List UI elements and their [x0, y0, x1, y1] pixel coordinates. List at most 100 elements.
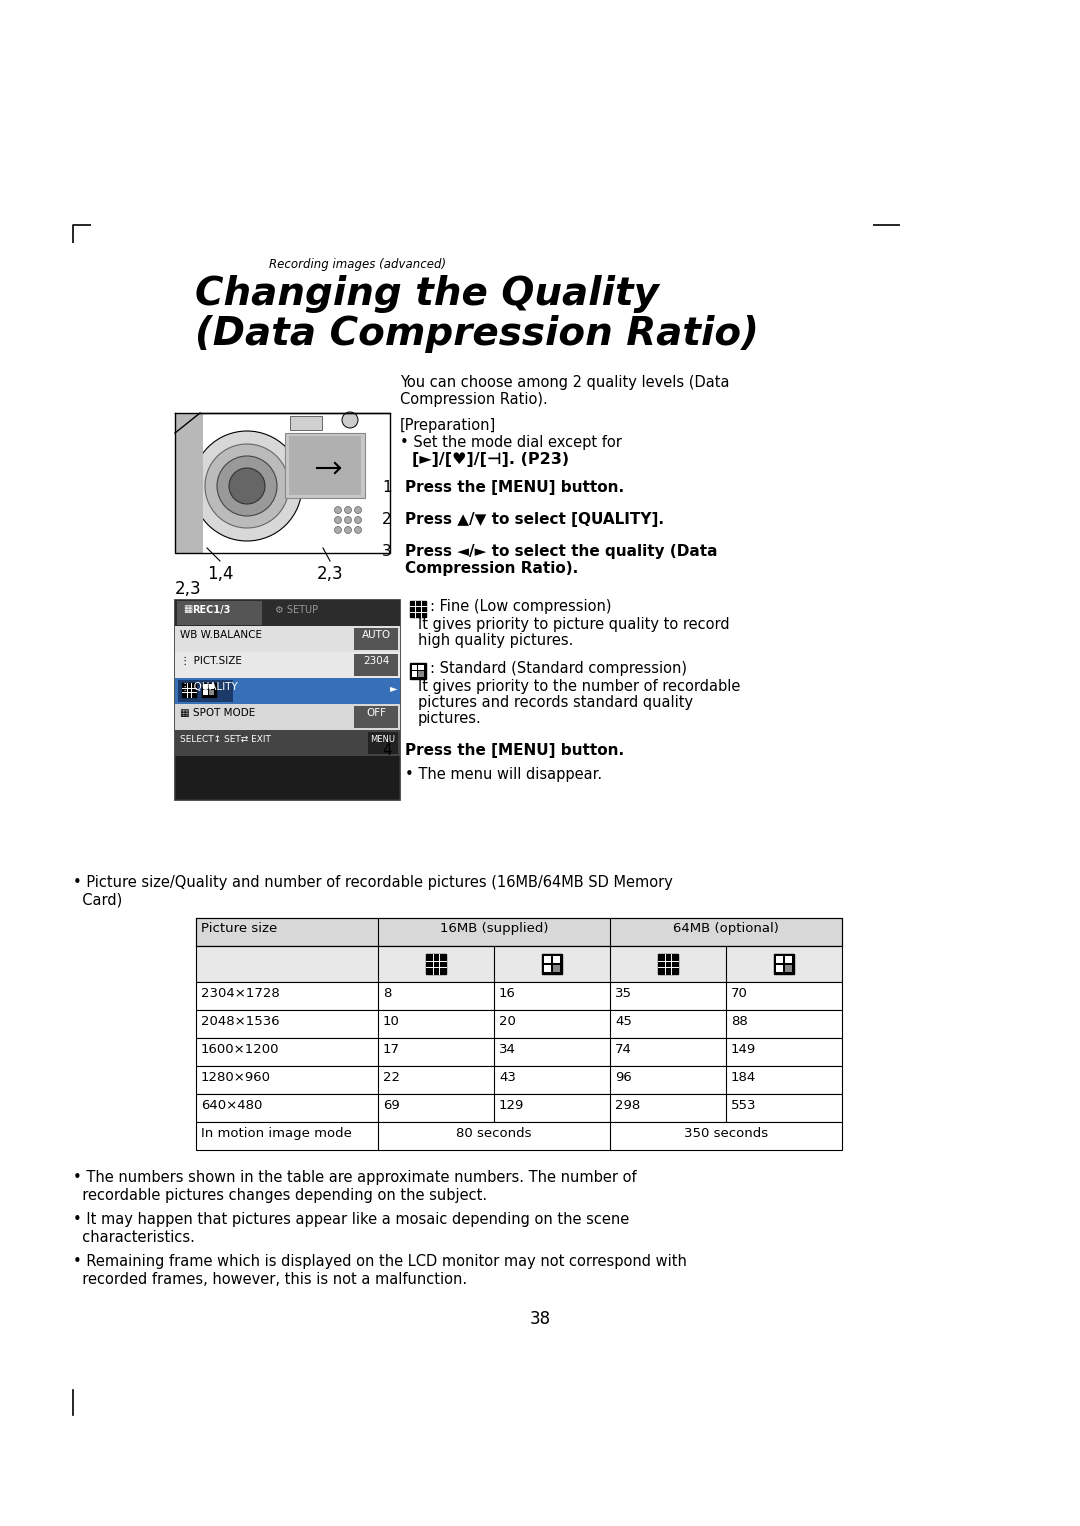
Bar — [411, 665, 417, 670]
Bar — [210, 690, 214, 696]
Text: ⋮ QUALITY: ⋮ QUALITY — [180, 682, 238, 691]
Bar — [178, 681, 233, 702]
Circle shape — [354, 526, 362, 534]
Text: 64MB (optional): 64MB (optional) — [673, 922, 779, 935]
Text: SELECT↕ SET⇄ EXIT: SELECT↕ SET⇄ EXIT — [180, 736, 271, 745]
Text: Press ◄/► to select the quality (Data: Press ◄/► to select the quality (Data — [405, 543, 717, 559]
Circle shape — [354, 516, 362, 523]
Text: ⋮ PICT.SIZE: ⋮ PICT.SIZE — [180, 656, 242, 665]
Bar — [774, 954, 794, 974]
Text: pictures.: pictures. — [418, 711, 482, 726]
Text: 2048×1536: 2048×1536 — [201, 1015, 280, 1029]
Bar — [777, 964, 783, 972]
Text: Changing the Quality: Changing the Quality — [195, 275, 659, 313]
Bar — [418, 665, 424, 670]
Circle shape — [229, 468, 265, 504]
Text: 129: 129 — [499, 1099, 525, 1112]
Text: 3: 3 — [382, 543, 392, 559]
Text: • Set the mode dial except for: • Set the mode dial except for — [400, 435, 622, 450]
Text: 88: 88 — [731, 1015, 747, 1029]
Text: Press the [MENU] button.: Press the [MENU] button. — [405, 481, 624, 494]
Circle shape — [354, 507, 362, 514]
Text: [Preparation]: [Preparation] — [400, 418, 496, 433]
Text: 2,3: 2,3 — [316, 565, 343, 583]
Text: 17: 17 — [383, 1042, 400, 1056]
Text: • Picture size/Quality and number of recordable pictures (16MB/64MB SD Memory
  : • Picture size/Quality and number of rec… — [73, 874, 673, 908]
Text: 38: 38 — [529, 1309, 551, 1328]
Bar — [410, 662, 426, 679]
Circle shape — [192, 430, 302, 542]
Bar — [195, 1010, 842, 1038]
Text: ►: ► — [390, 684, 397, 693]
Bar — [175, 600, 400, 800]
Text: Recording images (advanced): Recording images (advanced) — [269, 258, 446, 272]
Text: 10: 10 — [383, 1015, 400, 1029]
Text: Press ▲/▼ to select [QUALITY].: Press ▲/▼ to select [QUALITY]. — [405, 513, 664, 526]
Text: 4: 4 — [382, 743, 392, 758]
Text: 20: 20 — [499, 1015, 516, 1029]
Text: [►]/[♥]/[⊣]. (P23): [►]/[♥]/[⊣]. (P23) — [411, 452, 569, 467]
Bar — [418, 671, 424, 678]
Bar — [175, 600, 400, 626]
Circle shape — [205, 444, 289, 528]
Text: 2304×1728: 2304×1728 — [201, 987, 280, 1000]
Bar — [354, 629, 399, 650]
Bar — [544, 955, 551, 963]
Text: 184: 184 — [731, 1071, 756, 1083]
Bar — [195, 919, 842, 946]
Bar — [195, 1067, 842, 1094]
Text: 69: 69 — [383, 1099, 400, 1112]
Bar — [175, 678, 400, 703]
Bar — [542, 954, 562, 974]
Text: 350 seconds: 350 seconds — [684, 1128, 768, 1140]
Text: recordable pictures changes depending on the subject.: recordable pictures changes depending on… — [73, 1189, 487, 1202]
Text: Picture size: Picture size — [201, 922, 278, 935]
Text: Press the [MENU] button.: Press the [MENU] button. — [405, 743, 624, 758]
Text: 1: 1 — [382, 481, 392, 494]
Bar — [203, 684, 208, 690]
Text: 96: 96 — [615, 1071, 632, 1083]
Bar — [411, 671, 417, 678]
Circle shape — [345, 516, 351, 523]
Text: 34: 34 — [499, 1042, 516, 1056]
Text: You can choose among 2 quality levels (Data: You can choose among 2 quality levels (D… — [400, 375, 729, 391]
Text: 45: 45 — [615, 1015, 632, 1029]
Text: 43: 43 — [499, 1071, 516, 1083]
Bar — [177, 601, 262, 626]
Circle shape — [335, 507, 341, 514]
Bar — [183, 684, 195, 697]
Text: • Remaining frame which is displayed on the LCD monitor may not correspond with: • Remaining frame which is displayed on … — [73, 1254, 687, 1270]
Bar — [195, 1094, 842, 1122]
Bar — [354, 707, 399, 728]
Bar — [210, 684, 214, 690]
Text: : Standard (Standard compression): : Standard (Standard compression) — [430, 661, 687, 676]
Text: Compression Ratio).: Compression Ratio). — [405, 562, 578, 575]
Bar — [175, 626, 400, 652]
Text: 80 seconds: 80 seconds — [456, 1128, 531, 1140]
Text: 70: 70 — [731, 987, 747, 1000]
Text: AUTO: AUTO — [362, 630, 391, 639]
Circle shape — [345, 507, 351, 514]
Circle shape — [342, 412, 357, 427]
Bar — [195, 983, 842, 1010]
Text: • The menu will disappear.: • The menu will disappear. — [405, 768, 603, 781]
Text: 640×480: 640×480 — [201, 1099, 262, 1112]
Bar — [175, 703, 400, 729]
Circle shape — [335, 516, 341, 523]
Bar — [195, 946, 842, 983]
Text: 1600×1200: 1600×1200 — [201, 1042, 280, 1056]
Bar — [354, 655, 399, 676]
Bar — [544, 964, 551, 972]
Text: ⚙ SETUP: ⚙ SETUP — [275, 604, 319, 615]
Bar — [203, 690, 208, 696]
Bar — [658, 954, 678, 974]
Text: 1280×960: 1280×960 — [201, 1071, 271, 1083]
Text: 1,4: 1,4 — [206, 565, 233, 583]
Text: 149: 149 — [731, 1042, 756, 1056]
Text: WB W.BALANCE: WB W.BALANCE — [180, 630, 262, 639]
Bar — [291, 417, 322, 430]
Text: It gives priority to picture quality to record: It gives priority to picture quality to … — [418, 617, 730, 632]
Text: : Fine (Low compression): : Fine (Low compression) — [430, 600, 611, 613]
Bar — [368, 732, 399, 754]
Text: 74: 74 — [615, 1042, 632, 1056]
